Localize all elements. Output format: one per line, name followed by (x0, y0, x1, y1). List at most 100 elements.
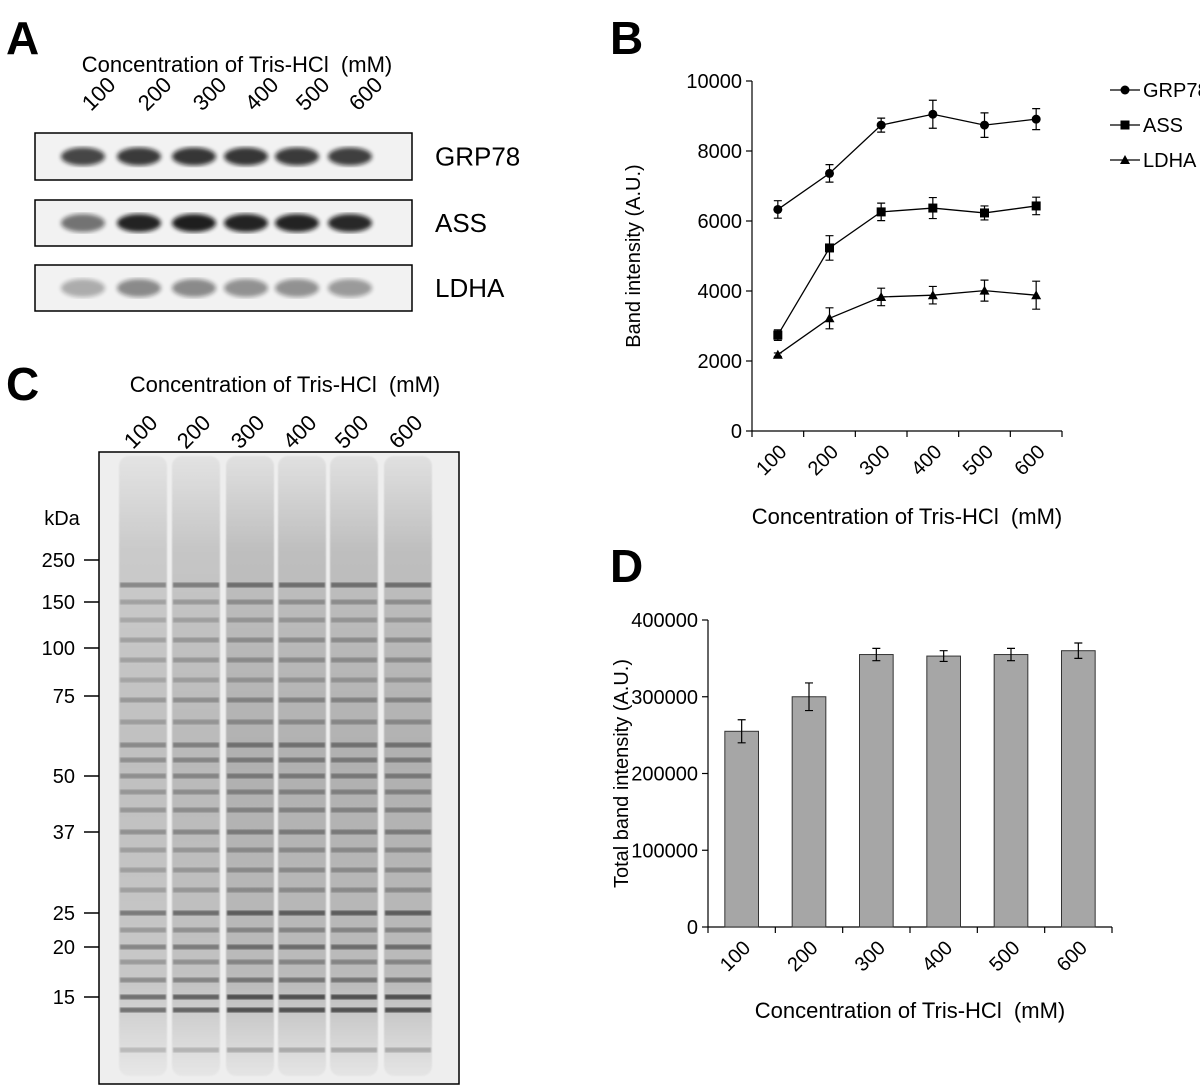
gel-band (385, 719, 431, 725)
gel-band (227, 697, 273, 703)
y-axis-title: Band intensity (A.U.) (623, 164, 645, 347)
x-tick-label: 600 (1011, 441, 1050, 480)
gel-band (120, 887, 166, 893)
gel-band (227, 677, 273, 683)
gel-band (385, 742, 431, 748)
point (980, 120, 989, 130)
gel-band (279, 829, 325, 835)
gel-band (120, 742, 166, 748)
gel-band (279, 677, 325, 683)
gel-band (227, 617, 273, 623)
gel-band (385, 599, 431, 605)
gel-lane (330, 456, 378, 1076)
band-label: ASS (435, 208, 487, 238)
x-tick-label: 100 (752, 441, 791, 480)
gel-band (173, 742, 219, 748)
x-axis-title: Concentration of Tris-HCl (mM) (755, 998, 1066, 1023)
gel-band (173, 1007, 219, 1013)
gel-band (279, 847, 325, 853)
blot-band (224, 279, 268, 297)
x-tick-label: 600 (1053, 937, 1092, 976)
panel-label: A (6, 12, 39, 64)
lane-label: 100 (77, 72, 121, 116)
legend-label: LDHA (1143, 150, 1197, 172)
y-tick-label: 4000 (698, 281, 743, 303)
gel-band (120, 829, 166, 835)
gel-band (279, 757, 325, 763)
gel-band (279, 637, 325, 643)
x-tick-label: 100 (716, 937, 755, 976)
y-tick-label: 0 (687, 917, 698, 939)
gel-band (331, 829, 377, 835)
gel-band (173, 910, 219, 916)
bar (724, 730, 759, 928)
gel-band (120, 789, 166, 795)
gel-band (173, 959, 219, 965)
gel-band (120, 847, 166, 853)
gel-band (279, 977, 325, 983)
gel-band (120, 807, 166, 813)
gel-band (173, 887, 219, 893)
gel-band (227, 773, 273, 779)
gel-band (385, 773, 431, 779)
blot-band (328, 147, 372, 166)
gel-band (120, 867, 166, 873)
blot-band (224, 214, 268, 232)
gel-band (173, 847, 219, 853)
gel-band (279, 944, 325, 950)
gel-band (331, 867, 377, 873)
lane-label: 200 (172, 410, 216, 454)
gel-band (227, 582, 273, 588)
blot-band (224, 147, 268, 166)
error-bar (805, 682, 813, 712)
gel-band (331, 944, 377, 950)
gel-band (385, 977, 431, 983)
y-tick-label: 300000 (631, 687, 698, 709)
gel-lane (226, 456, 274, 1076)
point (876, 291, 887, 301)
error-bar (1007, 647, 1015, 662)
gel-band (279, 773, 325, 779)
blot-band (275, 279, 319, 297)
error-bar (872, 647, 881, 662)
blot-band (117, 279, 161, 297)
x-tick-label: 200 (783, 937, 822, 976)
gel-band (120, 637, 166, 643)
gel-band (173, 927, 219, 933)
gel-band (173, 637, 219, 643)
point (876, 120, 886, 130)
gel-band (120, 757, 166, 763)
gel-band (227, 637, 273, 643)
gel-band (385, 617, 431, 623)
gel-band (385, 1007, 431, 1013)
marker-label: 25 (53, 903, 75, 925)
gel-band (173, 867, 219, 873)
x-tick-label: 300 (851, 937, 890, 976)
point (825, 168, 834, 178)
gel-band (331, 697, 377, 703)
gel-band (385, 994, 431, 1000)
gel-band (227, 887, 273, 893)
gel-band (279, 742, 325, 748)
gel-band (331, 847, 377, 853)
marker-label: 100 (42, 638, 75, 660)
y-tick-label: 6000 (698, 211, 743, 233)
lane-label: 100 (119, 410, 163, 454)
error-bar (737, 719, 746, 744)
gel-band (120, 927, 166, 933)
lane-label: 300 (188, 72, 232, 116)
lane-label: 600 (344, 72, 388, 116)
blot-band (61, 214, 105, 232)
gel-lane (172, 456, 220, 1076)
gel-band (385, 887, 431, 893)
x-tick-label: 400 (918, 937, 957, 976)
gel-band (173, 789, 219, 795)
gel-band (279, 657, 325, 663)
gel-band (385, 910, 431, 916)
gel-band (385, 847, 431, 853)
gel-band (279, 959, 325, 965)
marker-label: 250 (42, 550, 75, 572)
gel-band (120, 697, 166, 703)
gel-band (173, 677, 219, 683)
x-tick-label: 500 (959, 441, 998, 480)
